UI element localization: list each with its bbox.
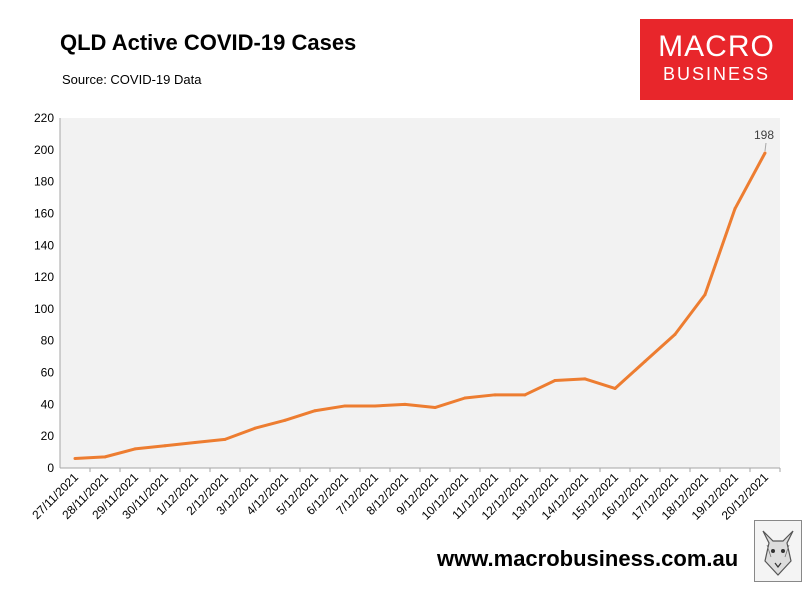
plot-area: [60, 118, 780, 468]
data-point: [643, 359, 647, 363]
y-tick-label: 20: [41, 429, 55, 443]
series-group: 198: [73, 128, 774, 460]
x-axis: 27/11/202128/11/202129/11/202130/11/2021…: [29, 467, 781, 523]
data-point: [493, 393, 497, 397]
data-label-leader: [764, 142, 767, 152]
y-axis: 0 20 40 60 80 100 120 140 160 180 200 220: [34, 111, 61, 475]
y-tick-label: 160: [34, 206, 54, 220]
wolf-mascot-icon: [754, 520, 802, 582]
data-point: [343, 404, 347, 408]
data-point: [583, 377, 587, 381]
data-point: [133, 447, 137, 451]
data-point: [223, 437, 227, 441]
data-point: [763, 151, 767, 155]
y-tick-label: 200: [34, 143, 54, 157]
data-point: [73, 456, 77, 460]
website-url: www.macrobusiness.com.au: [437, 546, 739, 571]
y-tick-label: 40: [41, 397, 55, 411]
data-point: [733, 207, 737, 211]
data-point: [163, 444, 167, 448]
y-tick-label: 100: [34, 302, 54, 316]
chart-source: Source: COVID-19 Data: [62, 72, 202, 87]
data-point: [463, 396, 467, 400]
y-tick-label: 120: [34, 270, 54, 284]
y-tick-label: 60: [41, 366, 55, 380]
logo-line-1: MACRO: [658, 30, 775, 63]
macrobusiness-logo: MACRO BUSINESS: [640, 19, 793, 100]
data-point: [703, 293, 707, 297]
y-tick-label: 0: [47, 461, 54, 475]
data-point: [673, 332, 677, 336]
logo-line-2: BUSINESS: [662, 64, 771, 84]
data-label: 198: [754, 128, 774, 142]
chart-title: QLD Active COVID-19 Cases: [60, 30, 357, 55]
data-point: [373, 404, 377, 408]
y-tick-label: 220: [34, 111, 54, 125]
data-point: [553, 379, 557, 382]
y-tick-label: 140: [34, 238, 54, 252]
data-point: [613, 386, 617, 390]
y-tick-label: 180: [34, 175, 54, 189]
data-point: [283, 418, 287, 422]
data-point: [253, 426, 257, 430]
series-line-active-cases: [74, 152, 767, 460]
y-tick-label: 80: [41, 334, 55, 348]
data-point: [313, 409, 317, 413]
data-point: [433, 406, 437, 410]
data-point: [103, 455, 107, 459]
data-point: [193, 441, 197, 445]
data-point: [403, 402, 407, 406]
data-point: [523, 393, 527, 397]
